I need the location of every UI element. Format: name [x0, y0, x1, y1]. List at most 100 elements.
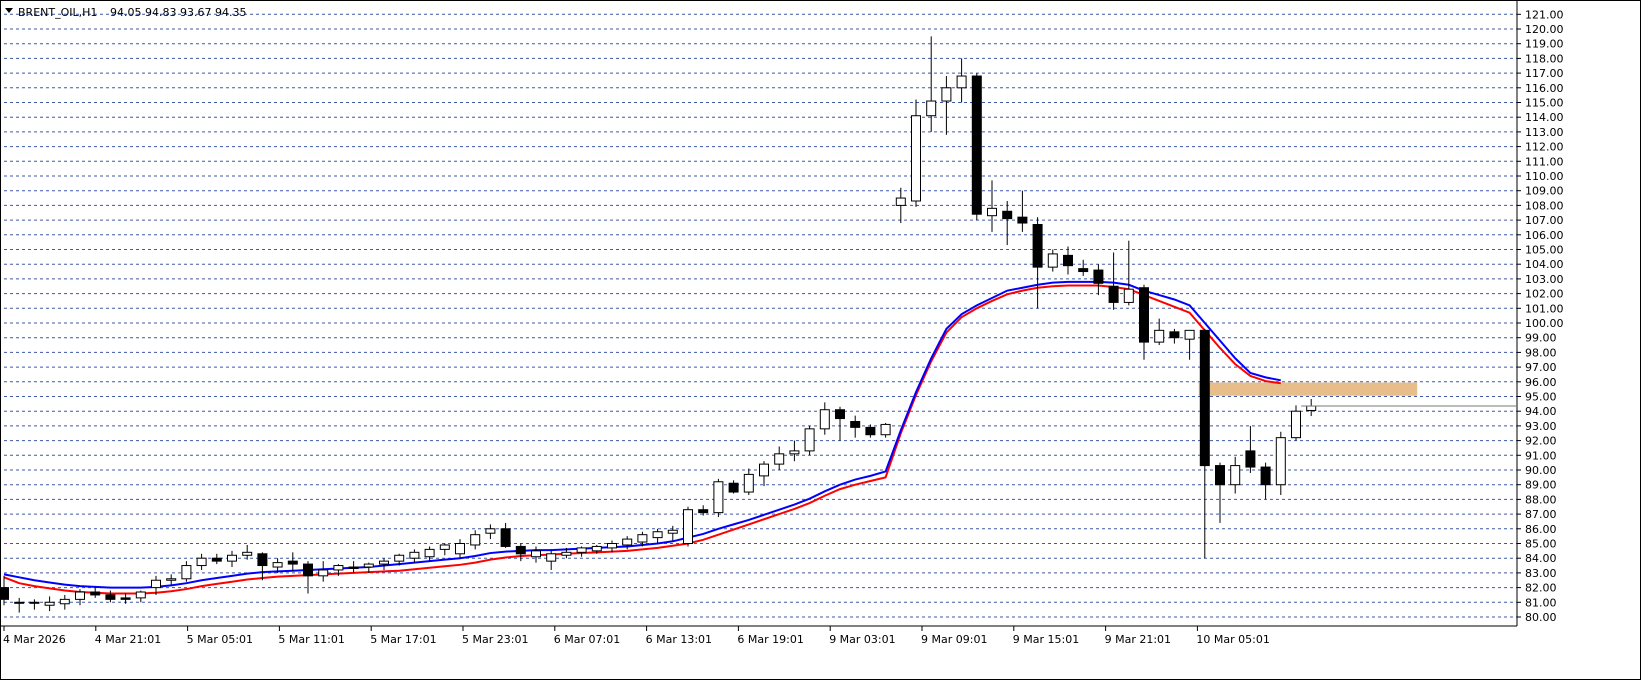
candle[interactable] [1017, 190, 1028, 232]
candle[interactable] [895, 187, 906, 224]
dropdown-triangle-icon[interactable] [5, 8, 13, 13]
candle[interactable] [728, 480, 739, 494]
candle[interactable] [546, 549, 557, 570]
candle[interactable] [591, 544, 602, 554]
candle[interactable] [455, 539, 465, 559]
candle[interactable] [652, 528, 663, 544]
candle[interactable] [1093, 264, 1104, 296]
candle[interactable] [1032, 217, 1043, 309]
candle[interactable] [196, 553, 207, 570]
candle[interactable] [926, 36, 937, 132]
price-tick-label: 120.00 [1525, 23, 1564, 36]
candle[interactable] [120, 593, 131, 604]
time-axis[interactable]: 4 Mar 2026 4 Mar 21:01 5 Mar 05:01 5 Mar 11… [3, 626, 1270, 646]
candle[interactable] [531, 546, 541, 563]
candle[interactable] [0, 575, 9, 606]
candle-body-bull [363, 563, 374, 568]
candle[interactable] [698, 505, 709, 516]
candle[interactable] [500, 522, 511, 548]
candle[interactable] [1215, 462, 1225, 523]
candle[interactable] [1169, 328, 1180, 344]
candle[interactable] [713, 478, 724, 518]
candle[interactable] [227, 550, 237, 568]
candle[interactable] [151, 575, 161, 595]
candle[interactable] [607, 540, 617, 553]
candle[interactable] [363, 562, 374, 573]
candle[interactable] [470, 530, 481, 550]
candle-body-bull [44, 601, 55, 606]
candle[interactable] [211, 553, 222, 565]
candle[interactable] [683, 506, 693, 547]
candle[interactable] [1002, 200, 1013, 246]
candle[interactable] [303, 561, 313, 594]
candle[interactable] [1230, 456, 1241, 494]
candle-body-bear [1002, 210, 1013, 220]
candle[interactable] [743, 468, 754, 495]
candle[interactable] [1291, 405, 1301, 441]
candle-body-bull [743, 473, 754, 493]
candle[interactable] [287, 552, 298, 572]
candle[interactable] [835, 406, 845, 441]
candle[interactable] [90, 587, 101, 598]
candle[interactable] [1154, 318, 1165, 346]
candle[interactable] [759, 461, 769, 487]
candle[interactable] [1123, 240, 1134, 306]
candle[interactable] [348, 561, 359, 573]
candle[interactable] [439, 543, 450, 556]
candle[interactable] [941, 76, 952, 135]
candle[interactable] [515, 543, 526, 562]
candle[interactable] [272, 558, 283, 573]
candle[interactable] [956, 58, 967, 103]
candle[interactable] [789, 440, 800, 462]
candle[interactable] [561, 547, 572, 559]
candle[interactable] [667, 525, 678, 541]
time-tick-label: 4 Mar 21:01 [95, 633, 161, 646]
candle[interactable] [318, 561, 329, 582]
time-tick-label: 5 Mar 11:01 [278, 633, 344, 646]
candle[interactable] [1275, 431, 1286, 495]
candle[interactable] [880, 422, 891, 438]
candle[interactable] [1139, 284, 1149, 360]
candle[interactable] [1078, 259, 1089, 276]
candle[interactable] [166, 574, 177, 585]
candle[interactable] [865, 424, 876, 438]
candle[interactable] [44, 596, 55, 612]
candle[interactable] [181, 561, 192, 582]
candle[interactable] [774, 446, 785, 470]
candle[interactable] [987, 180, 997, 232]
candle[interactable] [75, 589, 85, 606]
candle[interactable] [819, 402, 830, 435]
candle[interactable] [1108, 252, 1119, 310]
candle[interactable] [1047, 249, 1058, 272]
candle[interactable] [242, 544, 253, 560]
candle[interactable] [1260, 462, 1271, 500]
candle[interactable] [1063, 246, 1073, 275]
candle[interactable] [29, 599, 40, 610]
candle[interactable] [1199, 328, 1210, 559]
candle[interactable] [485, 524, 496, 540]
candle[interactable] [911, 99, 921, 207]
candle[interactable] [409, 549, 420, 563]
candle[interactable] [850, 415, 861, 438]
candle[interactable] [333, 564, 344, 576]
candle[interactable] [105, 590, 116, 603]
price-tick-label: 95.00 [1525, 391, 1557, 404]
candle[interactable] [379, 558, 389, 570]
candle[interactable] [804, 425, 815, 456]
candle[interactable] [971, 73, 982, 221]
candle[interactable] [14, 597, 25, 613]
candle[interactable] [257, 552, 268, 581]
candle[interactable] [622, 536, 633, 550]
candle[interactable] [394, 553, 405, 566]
candle[interactable] [59, 594, 70, 610]
candle[interactable] [424, 546, 435, 562]
candle-body-bear [865, 426, 876, 436]
candle[interactable] [135, 590, 146, 603]
candle[interactable] [1245, 425, 1256, 473]
candle[interactable] [576, 546, 587, 557]
candle[interactable] [637, 531, 648, 547]
candle[interactable] [1184, 329, 1195, 360]
